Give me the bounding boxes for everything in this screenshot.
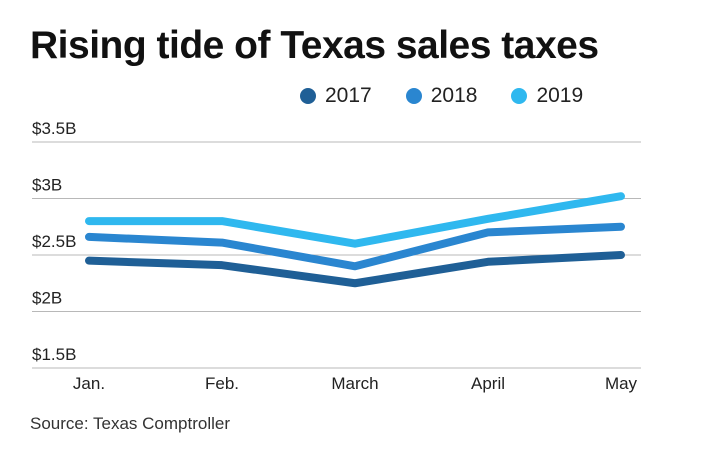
legend-item-2018: 2018 xyxy=(405,84,478,108)
y-tick-label: $3B xyxy=(32,176,62,195)
x-tick-label: March xyxy=(331,374,378,393)
y-tick-label: $2B xyxy=(32,289,62,308)
chart-legend: 2017 2018 2019 xyxy=(300,84,583,108)
legend-label-2018: 2018 xyxy=(430,84,478,107)
legend-marker-2017 xyxy=(300,88,316,104)
y-tick-label: $3.5B xyxy=(32,119,76,138)
legend-label-2017: 2017 xyxy=(325,84,372,107)
y-tick-label: $1.5B xyxy=(32,345,76,364)
legend-marker-2018 xyxy=(405,88,422,104)
source-note: Source: Texas Comptroller xyxy=(30,414,230,433)
chart-title: Rising tide of Texas sales taxes xyxy=(30,24,599,67)
legend-label-2019: 2019 xyxy=(536,84,584,107)
legend-item-2017: 2017 xyxy=(300,84,372,108)
legend-marker-2019 xyxy=(511,88,528,104)
x-tick-label: Feb. xyxy=(205,374,239,393)
x-tick-label: April xyxy=(471,374,505,393)
y-tick-label: $2.5B xyxy=(32,232,76,251)
x-tick-label: Jan. xyxy=(73,374,105,393)
legend-item-2019: 2019 xyxy=(511,84,583,108)
x-tick-label: May xyxy=(605,374,638,393)
